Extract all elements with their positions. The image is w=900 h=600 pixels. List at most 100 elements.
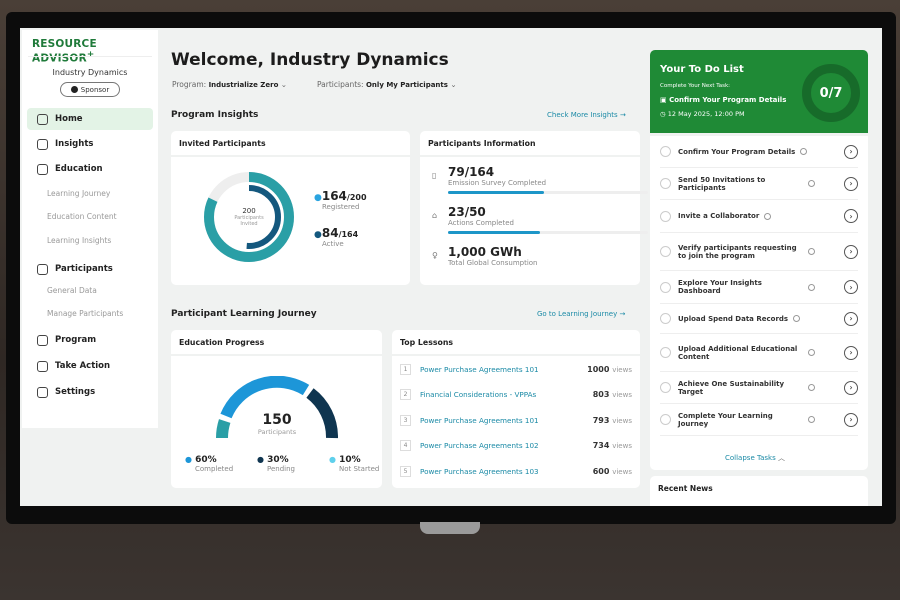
todo-task[interactable]: Verify participants requesting to join t… xyxy=(660,233,858,271)
todo-task[interactable]: Upload Additional Educational Content › xyxy=(660,334,858,372)
task-checkbox[interactable] xyxy=(660,178,671,189)
sidebar-item-label: Home xyxy=(55,114,83,124)
todo-title: Your To Do List xyxy=(660,64,744,75)
task-checkbox[interactable] xyxy=(660,313,671,324)
todo-task[interactable]: Invite a Collaborator › xyxy=(660,200,858,233)
legend-item: ● 10% Not Started xyxy=(329,455,380,473)
todo-task[interactable]: Complete Your Learning Journey › xyxy=(660,404,858,436)
help-icon xyxy=(808,248,815,255)
program-filter[interactable]: Program: Industrialize Zero ⌄ xyxy=(172,80,288,89)
sidebar-item-settings[interactable]: Settings xyxy=(27,381,153,403)
sidebar-item-participants[interactable]: Participants xyxy=(27,258,153,280)
todo-task[interactable]: Send 50 Invitations to Participants › xyxy=(660,168,858,200)
home-icon xyxy=(37,113,48,125)
todo-task[interactable]: Upload Spend Data Records › xyxy=(660,304,858,334)
card-title: Recent News xyxy=(658,484,713,493)
active-arc xyxy=(217,185,281,249)
task-icon: ▣ xyxy=(660,96,667,104)
task-checkbox[interactable] xyxy=(660,347,671,358)
participants-filter[interactable]: Participants: Only My Participants ⌄ xyxy=(317,80,457,89)
sidebar: RESOURCE ADVISOR+ Industry Dynamics Spon… xyxy=(22,30,158,428)
task-checkbox[interactable] xyxy=(660,146,671,157)
gauge-not-started xyxy=(216,419,231,439)
registered-stat: ●164/200 Registered xyxy=(314,189,367,211)
check-more-insights-link[interactable]: Check More Insights → xyxy=(547,111,626,119)
todo-header: Your To Do List Complete Your Next Task:… xyxy=(650,50,868,133)
todo-task[interactable]: Confirm Your Program Details › xyxy=(660,136,858,168)
legend-dot: ● xyxy=(257,455,264,464)
sidebar-item-home[interactable]: Home xyxy=(27,108,153,130)
monitor-stand xyxy=(420,522,480,534)
lesson-row[interactable]: 4 Power Purchase Agreements 102 734 views xyxy=(400,439,632,453)
screen: RESOURCE ADVISOR+ Industry Dynamics Spon… xyxy=(20,28,882,506)
sidebar-subitem[interactable]: General Data xyxy=(47,286,97,295)
todo-task[interactable]: Explore Your Insights Dashboard › xyxy=(660,271,858,304)
lesson-row[interactable]: 3 Power Purchase Agreements 101 793 views xyxy=(400,413,632,427)
chevron-right-icon[interactable]: › xyxy=(844,144,858,159)
bulb-icon: ♀ xyxy=(432,251,438,260)
chevron-down-icon: ⌄ xyxy=(450,80,457,89)
sidebar-subitem[interactable]: Manage Participants xyxy=(47,309,124,318)
go-to-learning-journey-link[interactable]: Go to Learning Journey → xyxy=(537,310,626,318)
gauge-center-value: 150 xyxy=(262,412,292,428)
sidebar-subitem[interactable]: Learning Insights xyxy=(47,236,112,245)
clipboard-icon: ▯ xyxy=(432,171,437,180)
task-checkbox[interactable] xyxy=(660,210,671,222)
lesson-row[interactable]: 5 Power Purchase Agreements 103 600 views xyxy=(400,464,632,478)
progress-bar xyxy=(448,191,648,194)
sidebar-item-label: Take Action xyxy=(55,361,111,371)
chevron-right-icon[interactable]: › xyxy=(844,412,858,427)
chevron-right-icon[interactable]: › xyxy=(844,345,858,360)
todo-list: Confirm Your Program Details › Send 50 Inv… xyxy=(650,136,868,470)
task-checkbox[interactable] xyxy=(660,382,671,393)
divider xyxy=(28,56,152,57)
education-gauge xyxy=(216,376,338,439)
sidebar-subitem[interactable]: Education Content xyxy=(47,212,117,221)
home-icon: ⌂ xyxy=(432,211,438,220)
todo-task[interactable]: Achieve One Sustainability Target › xyxy=(660,372,858,404)
gauge-center-label: Participants xyxy=(257,428,297,436)
sidebar-item-label: Participants xyxy=(55,264,113,274)
chevron-right-icon[interactable]: › xyxy=(844,280,858,294)
sidebar-item-insights[interactable]: Insights xyxy=(27,133,153,155)
insights-icon xyxy=(37,138,48,150)
collapse-tasks-button[interactable]: Collapse Tasks ︿ xyxy=(725,454,785,462)
lesson-row[interactable]: 2 Financial Considerations - VPPAs 803 vie… xyxy=(400,388,632,402)
sidebar-item-program[interactable]: Program xyxy=(27,329,153,351)
task-checkbox[interactable] xyxy=(660,246,671,257)
book-icon xyxy=(37,163,48,175)
task-checkbox[interactable] xyxy=(660,414,671,425)
chevron-right-icon[interactable]: › xyxy=(844,311,858,326)
next-task-label: Complete Your Next Task: xyxy=(660,83,731,89)
legend-dot: ● xyxy=(185,455,192,464)
gauge-completed xyxy=(220,376,310,419)
card-title: Education Progress xyxy=(171,330,382,356)
help-icon xyxy=(793,315,801,322)
chevron-down-icon: ⌄ xyxy=(280,80,288,89)
company-name: Industry Dynamics xyxy=(52,68,128,77)
top-lessons-card: Top Lessons 1 Power Purchase Agreements 1… xyxy=(392,330,640,488)
card-title: Invited Participants xyxy=(171,131,410,157)
lesson-row[interactable]: 1 Power Purchase Agreements 101 1000 views xyxy=(400,362,632,376)
info-item: 23/50 Actions Completed xyxy=(448,205,648,234)
sidebar-item-education[interactable]: Education xyxy=(27,158,153,180)
help-icon xyxy=(808,416,815,423)
task-checkbox[interactable] xyxy=(660,281,671,293)
sidebar-item-label: Settings xyxy=(55,387,96,397)
sidebar-subitem[interactable]: Learning Journey xyxy=(47,189,111,198)
logo: RESOURCE ADVISOR+ xyxy=(32,38,97,65)
chevron-right-icon[interactable]: › xyxy=(844,209,858,223)
next-task-link[interactable]: ▣ Confirm Your Program Details xyxy=(660,96,787,104)
info-item: 1,000 GWh Total Global Consumption xyxy=(448,245,538,267)
sidebar-item-take-action[interactable]: Take Action xyxy=(27,355,153,377)
chevron-right-icon[interactable]: › xyxy=(844,244,858,259)
chevron-right-icon[interactable]: › xyxy=(844,176,858,191)
section-title: Program Insights xyxy=(171,110,259,120)
recent-news-card: Recent News xyxy=(650,476,868,506)
progress-bar xyxy=(448,231,648,234)
card-title: Top Lessons xyxy=(392,330,640,356)
sidebar-item-label: Education xyxy=(55,164,103,174)
help-icon xyxy=(808,384,815,391)
gauge-pending xyxy=(306,388,338,439)
chevron-right-icon[interactable]: › xyxy=(844,380,858,395)
